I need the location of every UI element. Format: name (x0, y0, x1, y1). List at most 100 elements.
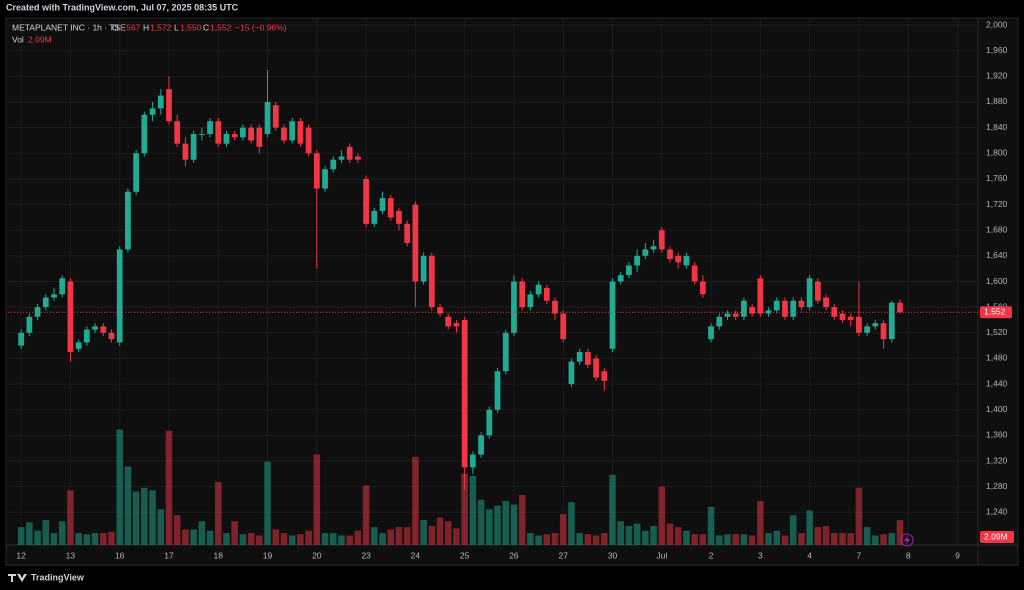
candle-body (609, 281, 616, 349)
x-tick-label: 24 (411, 550, 421, 560)
volume-bar (880, 534, 887, 545)
candle-body (387, 198, 394, 218)
candle-body (18, 332, 25, 346)
volume-bar (896, 520, 904, 545)
x-tick-label: 19 (263, 550, 273, 560)
legend-c: 1,552 (210, 22, 232, 32)
candle-body (322, 169, 328, 189)
candle-body (626, 265, 632, 276)
candle-body (157, 95, 164, 109)
x-tick-label: 26 (509, 550, 519, 560)
volume-bar (231, 521, 238, 545)
candle-body (108, 332, 115, 340)
plot-area (8, 18, 978, 545)
candle-body (313, 153, 320, 189)
candle-body (100, 326, 107, 333)
legend-o-label: O (112, 22, 119, 32)
candle-body (396, 210, 402, 224)
candle-body (404, 223, 411, 244)
volume-bar (633, 523, 641, 545)
y-tick-label: 1,720 (986, 199, 1008, 209)
x-tick-label: 20 (312, 550, 322, 560)
volume-bar (486, 509, 493, 545)
volume-bar (329, 533, 337, 545)
volume-bar (288, 535, 296, 545)
candle-body (428, 255, 435, 308)
candle-body (297, 121, 304, 144)
volume-bar (814, 527, 822, 545)
candle-body (379, 198, 386, 211)
candle-body (856, 316, 862, 333)
candle-body (511, 281, 517, 333)
candle-body (355, 156, 361, 160)
volume-bar (428, 525, 436, 545)
y-tick-label: 1,480 (986, 353, 1008, 363)
volume-bar (444, 521, 452, 545)
volume-bar (453, 528, 460, 545)
volume-bar (403, 527, 411, 545)
candle-body (864, 326, 870, 333)
candle-body (445, 316, 452, 327)
volume-bar (830, 533, 838, 545)
candle-body (125, 191, 131, 250)
candle-body (75, 342, 82, 349)
candle-body (470, 454, 476, 468)
volume-bar (888, 533, 896, 545)
volume-bar (67, 490, 74, 545)
candle-body (305, 127, 312, 154)
x-tick-label: 23 (361, 550, 371, 560)
y-tick-label: 2,000 (986, 19, 1008, 29)
volume-bar (822, 525, 830, 545)
candle-body (724, 313, 731, 317)
x-tick-label: 4 (807, 550, 812, 560)
volume-bar (190, 529, 197, 545)
volume-bar (256, 535, 263, 545)
volume-bar (699, 534, 707, 545)
volume-bar (239, 534, 247, 545)
candle-body (461, 319, 468, 468)
volume-bar (789, 515, 797, 545)
volume-bar (50, 533, 58, 545)
candle-body (494, 371, 501, 410)
candle-body (92, 326, 98, 330)
symbol: METAPLANET INC · 1h · TSE (12, 22, 126, 32)
candle-body (190, 134, 197, 160)
x-tick-label: 9 (955, 550, 960, 560)
x-tick-label: 2 (709, 550, 714, 560)
volume-bar (165, 430, 173, 545)
candle-body (207, 121, 213, 135)
y-tick-label: 1,960 (986, 45, 1008, 55)
event-icon[interactable] (900, 533, 914, 547)
x-tick-label: 30 (608, 550, 618, 560)
candle-body (141, 114, 148, 154)
volume-bar (108, 531, 115, 545)
candle-body (872, 323, 879, 327)
volume-bar (551, 533, 559, 545)
candle-body (617, 275, 624, 282)
candle-body (691, 265, 698, 282)
legend-change: −15 (−0.96%) (235, 22, 287, 32)
volume-bar (642, 530, 649, 545)
brand: TradingView (31, 572, 85, 582)
volume-bar (436, 517, 444, 545)
candle-body (642, 249, 649, 256)
volume-bar (214, 481, 222, 545)
volume-bar (625, 525, 633, 545)
candle-body (223, 134, 230, 144)
volume-bar (354, 530, 362, 545)
volume-bar (395, 527, 403, 545)
volume-bar (469, 475, 477, 545)
candle-body (765, 310, 772, 314)
legend-l-label: L (174, 22, 179, 32)
volume-bar (543, 534, 551, 545)
candle-body (330, 159, 337, 170)
candle-body (806, 278, 813, 308)
candle-body (749, 307, 756, 314)
volume-bar (149, 490, 156, 545)
candle-body (256, 127, 263, 147)
y-tick-label: 1,360 (986, 430, 1008, 440)
x-tick-label: Jul (656, 550, 667, 560)
candle-body (412, 204, 419, 282)
candle-body (773, 300, 780, 311)
volume-bar (297, 534, 304, 545)
